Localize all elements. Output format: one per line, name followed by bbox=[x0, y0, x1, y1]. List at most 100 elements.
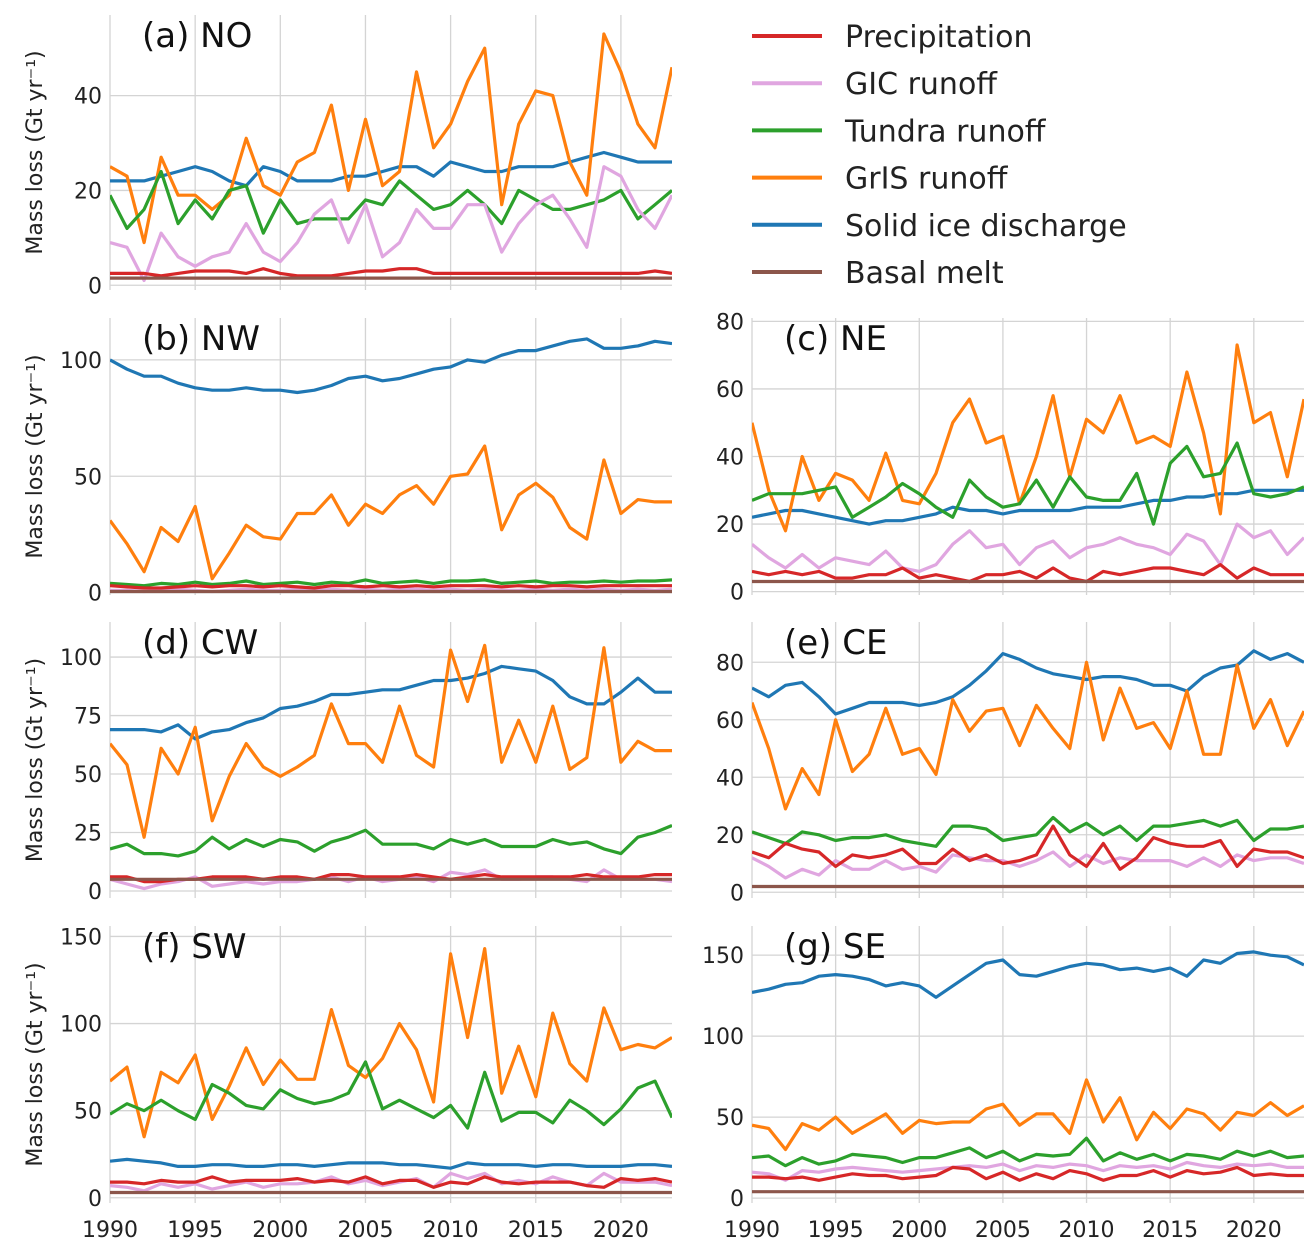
y-tick-label: 150 bbox=[702, 944, 744, 969]
y-tick-label: 0 bbox=[88, 1187, 102, 1212]
series-line-gic bbox=[752, 1160, 1304, 1182]
y-tick-label: 50 bbox=[74, 465, 102, 490]
panel-2: 0 50 100 Mass loss (Gt yr⁻¹) (b) NW bbox=[23, 318, 672, 607]
x-tick-label: 2020 bbox=[593, 1218, 649, 1239]
series-line-gic bbox=[752, 850, 1304, 880]
panel-title: (e) CE bbox=[784, 623, 887, 663]
series-line-sid bbox=[752, 950, 1304, 999]
series-line-precip bbox=[752, 562, 1304, 584]
y-tick-label: 100 bbox=[60, 1013, 102, 1038]
legend-label-basal: Basal melt bbox=[845, 256, 1004, 291]
y-tick-label: 100 bbox=[60, 646, 102, 671]
y-tick-label: 0 bbox=[730, 581, 744, 606]
series-line-gris bbox=[110, 643, 672, 839]
series-line-tundra bbox=[110, 578, 672, 588]
y-tick-label: 20 bbox=[716, 513, 744, 538]
series-line-gris bbox=[752, 1078, 1304, 1152]
series-line-precip bbox=[752, 824, 1304, 871]
y-tick-label: 20 bbox=[716, 824, 744, 849]
y-axis-label: Mass loss (Gt yr⁻¹) bbox=[23, 354, 48, 558]
series-line-sid bbox=[752, 488, 1304, 526]
series-line-tundra bbox=[752, 1136, 1304, 1168]
legend-label-sid: Solid ice discharge bbox=[845, 209, 1127, 244]
panel-title: (c) NE bbox=[784, 319, 887, 359]
series-line-gris bbox=[110, 444, 672, 581]
y-tick-label: 150 bbox=[60, 925, 102, 950]
series-line-sid bbox=[752, 649, 1304, 716]
y-tick-label: 60 bbox=[716, 378, 744, 403]
y-tick-label: 60 bbox=[716, 709, 744, 734]
x-tick-label: 2005 bbox=[975, 1218, 1031, 1239]
panel-title: (a) NO bbox=[142, 16, 252, 56]
y-tick-label: 0 bbox=[88, 880, 102, 905]
series-line-gris bbox=[110, 946, 672, 1139]
y-tick-label: 80 bbox=[716, 310, 744, 335]
x-tick-label: 1995 bbox=[808, 1218, 864, 1239]
y-tick-label: 75 bbox=[74, 705, 102, 730]
y-tick-label: 25 bbox=[74, 822, 102, 847]
series-line-precip bbox=[752, 1165, 1304, 1182]
y-tick-label: 0 bbox=[88, 274, 102, 299]
series-line-gic bbox=[110, 165, 672, 283]
x-tick-label: 2010 bbox=[423, 1218, 479, 1239]
legend-label-gic: GIC runoff bbox=[845, 67, 998, 102]
x-tick-label: 2000 bbox=[252, 1218, 308, 1239]
x-tick-label: 2000 bbox=[891, 1218, 947, 1239]
panel-title: (b) NW bbox=[142, 319, 260, 359]
series-line-precip bbox=[110, 584, 672, 590]
series-line-sid bbox=[110, 664, 672, 741]
y-tick-label: 50 bbox=[74, 763, 102, 788]
x-tick-label: 2015 bbox=[508, 1218, 564, 1239]
series-line-sid bbox=[110, 150, 672, 188]
panel-1: 0 20 40 Mass loss (Gt yr⁻¹) (a) NO bbox=[23, 15, 672, 299]
series-line-gic bbox=[752, 522, 1304, 574]
x-tick-label: 2015 bbox=[1142, 1218, 1198, 1239]
y-tick-label: 50 bbox=[74, 1100, 102, 1125]
series-line-tundra bbox=[110, 824, 672, 858]
panel-title: (f) SW bbox=[142, 927, 247, 967]
series-line-gris bbox=[752, 343, 1304, 533]
panel-title: (g) SE bbox=[784, 927, 886, 967]
x-tick-label: 2010 bbox=[1059, 1218, 1115, 1239]
series-line-precip bbox=[110, 1175, 672, 1189]
y-tick-label: 40 bbox=[716, 766, 744, 791]
y-tick-label: 80 bbox=[716, 651, 744, 676]
series-line-precip bbox=[110, 267, 672, 278]
panel-5: 0 20 40 60 80 (e) CE bbox=[716, 622, 1304, 906]
y-tick-label: 40 bbox=[716, 446, 744, 471]
series-line-tundra bbox=[110, 169, 672, 235]
y-tick-label: 0 bbox=[730, 1187, 744, 1212]
y-tick-label: 100 bbox=[702, 1025, 744, 1050]
legend: Precipitation GIC runoff Tundra runoff GrIS… bbox=[752, 20, 1127, 291]
x-tick-label: 2005 bbox=[337, 1218, 393, 1239]
x-tick-label: 1990 bbox=[724, 1218, 780, 1239]
y-axis-label: Mass loss (Gt yr⁻¹) bbox=[23, 962, 48, 1166]
series-line-tundra bbox=[110, 1060, 672, 1130]
x-tick-label: 1990 bbox=[82, 1218, 138, 1239]
series-line-sid bbox=[110, 1157, 672, 1170]
legend-label-gris: GrIS runoff bbox=[845, 162, 1009, 197]
x-tick-label: 1995 bbox=[167, 1218, 223, 1239]
legend-label-tundra: Tundra runoff bbox=[844, 114, 1047, 149]
series-line-tundra bbox=[752, 815, 1304, 848]
y-axis-label: Mass loss (Gt yr⁻¹) bbox=[23, 50, 48, 254]
series-line-tundra bbox=[752, 441, 1304, 526]
series-line-sid bbox=[110, 337, 672, 395]
y-tick-label: 0 bbox=[88, 582, 102, 607]
legend-label-precip: Precipitation bbox=[845, 20, 1033, 55]
y-axis-label: Mass loss (Gt yr⁻¹) bbox=[23, 658, 48, 862]
y-tick-label: 20 bbox=[74, 179, 102, 204]
y-tick-label: 100 bbox=[60, 349, 102, 374]
y-tick-label: 50 bbox=[716, 1106, 744, 1131]
y-tick-label: 0 bbox=[730, 881, 744, 906]
series-line-gris bbox=[752, 660, 1304, 811]
panel-6: 0 50 100 150 1990 1995 2000 2005 2010 2015 2020 Mas… bbox=[23, 925, 672, 1239]
panel-3: 0 20 40 60 80 (c) NE bbox=[716, 310, 1304, 606]
series-line-gris bbox=[110, 32, 672, 245]
panel-7: 0 50 100 150 1990 1995 2000 2005 2010 2015 2020 (g)… bbox=[702, 926, 1304, 1239]
panel-4: 0 25 50 75 100 Mass loss (Gt yr⁻¹) (d) CW bbox=[23, 622, 672, 905]
panel-title: (d) CW bbox=[142, 623, 258, 663]
y-tick-label: 40 bbox=[74, 85, 102, 110]
x-tick-label: 2020 bbox=[1226, 1218, 1282, 1239]
